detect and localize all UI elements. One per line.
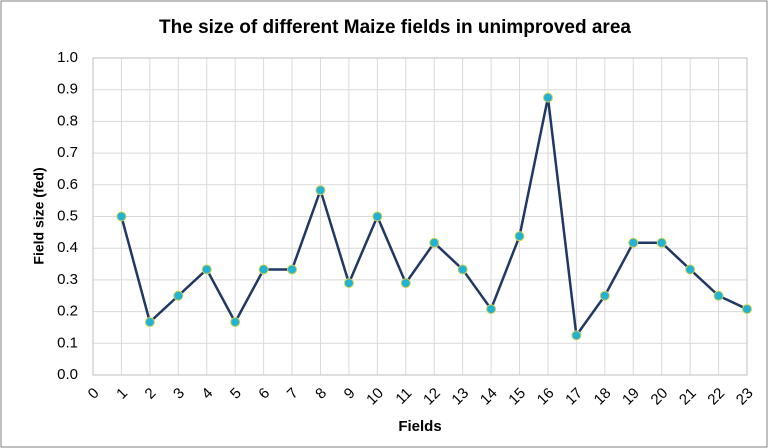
chart-title: The size of different Maize fields in un… bbox=[159, 17, 631, 38]
data-point bbox=[372, 211, 383, 222]
data-point bbox=[742, 304, 752, 315]
y-axis-label: Field size (fed) bbox=[31, 167, 47, 264]
data-point bbox=[287, 264, 298, 275]
data-point bbox=[685, 264, 696, 275]
y-tick-label: 0.0 bbox=[57, 366, 78, 383]
data-point bbox=[656, 237, 667, 248]
data-point bbox=[343, 278, 354, 289]
data-point bbox=[258, 264, 269, 275]
y-tick-label: 0.1 bbox=[57, 334, 78, 351]
y-tick-label: 0.4 bbox=[57, 239, 78, 256]
data-point bbox=[400, 278, 411, 289]
data-point bbox=[173, 290, 184, 301]
data-point bbox=[542, 92, 553, 103]
data-point bbox=[713, 290, 724, 301]
y-tick-label: 0.3 bbox=[57, 271, 78, 288]
data-point bbox=[429, 237, 440, 248]
data-point bbox=[628, 237, 639, 248]
data-point bbox=[514, 231, 525, 242]
y-tick-label: 0.5 bbox=[57, 207, 78, 224]
data-point bbox=[315, 185, 326, 196]
y-tick-label: 0.2 bbox=[57, 303, 78, 320]
data-point bbox=[230, 317, 241, 328]
y-tick-label: 0.7 bbox=[57, 144, 78, 161]
data-point bbox=[144, 317, 155, 328]
y-tick-label: 0.9 bbox=[57, 81, 78, 98]
data-point bbox=[116, 211, 127, 222]
y-tick-label: 0.8 bbox=[57, 112, 78, 129]
y-tick-label: 0.6 bbox=[57, 176, 78, 193]
data-point bbox=[201, 264, 212, 275]
plot-border bbox=[92, 57, 748, 376]
data-point bbox=[486, 304, 497, 315]
data-point bbox=[571, 330, 582, 341]
data-point bbox=[599, 290, 610, 301]
y-tick-label: 1.0 bbox=[57, 49, 78, 66]
x-axis-label: Fields bbox=[398, 418, 441, 435]
data-point bbox=[457, 264, 468, 275]
